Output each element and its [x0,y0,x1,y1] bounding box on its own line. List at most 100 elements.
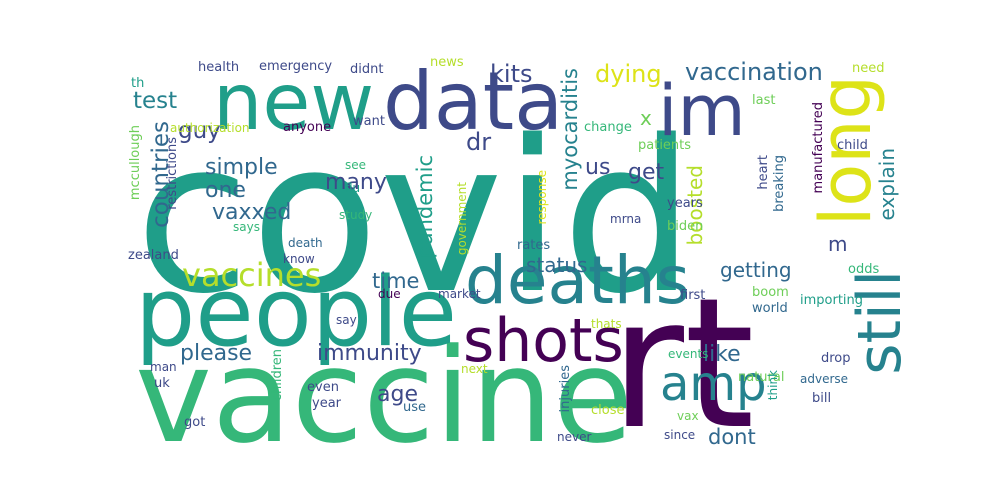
cloud-word-mccullough: mccullough [128,125,143,200]
cloud-word-injuries: injuries [558,365,573,413]
cloud-word-deaths: deaths [465,242,690,319]
cloud-word-many: many [325,170,387,195]
cloud-word-immunity: immunity [317,341,422,366]
cloud-word-rt: rt [610,260,755,469]
cloud-word-manufactured: manufactured [811,102,826,193]
cloud-word-get: get [628,160,665,185]
cloud-word-vaccines: vaccines [182,256,321,294]
cloud-word-flu: flu [345,181,360,195]
cloud-word-vaxxed: vaxxed [212,200,291,225]
cloud-word-last: last [752,93,775,108]
cloud-word-explain: explain [875,148,899,221]
cloud-word-got: got [184,415,205,430]
cloud-word-natural: natural [738,370,784,385]
cloud-word-zealand: zealand [128,248,179,263]
cloud-word-covid: covid [135,95,695,340]
cloud-word-myocarditis: myocarditis [558,68,582,191]
cloud-word-patients: patients [638,138,691,153]
cloud-word-see: see [345,158,366,172]
cloud-word-drop: drop [821,351,851,366]
cloud-word-boom: boom [752,285,789,300]
cloud-word-rates: rates [517,238,550,253]
cloud-word-us: us [585,155,610,180]
cloud-word-like: like [703,342,741,367]
cloud-word-mrna: mrna [610,212,641,226]
cloud-word-dont: dont [708,425,756,449]
cloud-word-countries: countries [148,121,174,228]
cloud-word-next: next [461,362,488,376]
cloud-word-test: test [133,88,177,114]
cloud-word-m: m [828,232,847,256]
cloud-word-age: age [377,382,418,407]
cloud-word-response: response [535,170,549,225]
cloud-word-anyone: anyone [283,120,331,135]
cloud-word-years: years [667,196,703,211]
cloud-word-first: first [680,288,705,303]
cloud-word-amp: amp [660,356,767,412]
cloud-word-simple: simple [205,155,278,180]
cloud-word-importing: importing [800,293,863,308]
cloud-word-biden: biden [667,219,703,234]
cloud-word-vaccine: vaccine [135,320,633,472]
cloud-word-thats: thats [591,317,622,331]
cloud-word-kits: kits [490,60,532,88]
cloud-word-government: government [455,182,469,255]
cloud-word-pandemic: pandemic [413,155,437,259]
cloud-word-new: new [213,58,374,148]
cloud-word-close: close [591,403,624,418]
cloud-word-even: even [307,380,339,395]
cloud-word-data: data [383,55,563,148]
cloud-word-guy: guy [178,118,221,144]
cloud-word-news: news [430,55,464,70]
cloud-word-shots: shots [463,306,624,376]
cloud-word-time: time [372,269,419,293]
cloud-word-health: health [198,60,239,75]
cloud-word-study: study [339,208,372,222]
cloud-word-restrictions: restrictions [165,137,180,210]
cloud-word-man: man [150,360,177,374]
cloud-word-since: since [664,428,695,442]
cloud-word-due: due [378,287,401,301]
cloud-word-people: people [135,258,457,368]
cloud-word-long: long [805,75,887,226]
cloud-word-th: th [131,76,144,91]
cloud-word-x: x [640,106,652,130]
cloud-word-say: say [336,313,357,327]
cloud-word-vax: vax [677,409,699,423]
cloud-word-children: children [270,349,285,401]
cloud-word-year: year [312,396,342,411]
cloud-word-know: know [283,252,315,266]
cloud-word-uk: uk [154,376,170,391]
cloud-word-need: need [852,61,885,76]
cloud-word-market: market [438,287,481,301]
cloud-word-authorization: authorization [170,121,250,135]
cloud-word-change: change [584,120,632,135]
cloud-word-think: think [766,370,780,400]
cloud-word-boosted: boosted [683,165,707,245]
cloud-word-bill: bill [812,391,831,406]
cloud-word-dr: dr [466,128,491,156]
cloud-word-child: child [837,138,868,153]
cloud-word-events: events [668,347,708,361]
cloud-word-im: im [658,70,746,152]
cloud-word-getting: getting [720,258,792,282]
cloud-word-death: death [288,236,323,250]
cloud-word-dying: dying [595,60,662,88]
cloud-word-didnt: didnt [350,62,383,77]
cloud-word-status: status [526,253,587,277]
cloud-word-please: please [180,341,252,366]
cloud-word-still: still [845,270,915,375]
cloud-word-use: use [403,400,426,415]
cloud-word-heart: heart [756,155,771,190]
cloud-word-breaking: breaking [772,155,787,212]
cloud-word-says: says [233,220,260,234]
cloud-word-emergency: emergency [259,59,332,74]
cloud-word-odds: odds [848,262,879,277]
cloud-word-world: world [752,301,788,316]
cloud-word-vaccination: vaccination [685,58,823,86]
cloud-word-adverse: adverse [800,372,848,386]
cloud-word-never: never [557,430,591,444]
